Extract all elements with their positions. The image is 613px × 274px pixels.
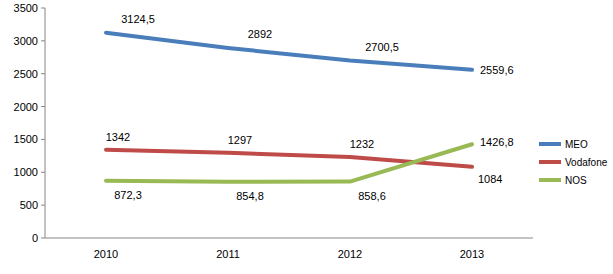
series-line [106,144,472,182]
legend-swatch [539,160,561,164]
data-label: 854,8 [236,190,264,202]
y-tick-label: 500 [20,199,38,211]
data-label: 2892 [248,28,272,40]
legend-label: NOS [565,175,587,186]
chart-svg: 0 500 1000 1500 2000 2500 3000 3500 2010 2011 2012… [0,0,613,274]
series-line [106,33,472,70]
y-tick [41,73,45,74]
data-label: 872,3 [114,189,142,201]
data-label: 1297 [228,134,252,146]
series-line [106,150,472,167]
y-tick [41,172,45,173]
y-tick [41,8,45,9]
legend-label: MEO [565,139,588,150]
y-tick-label: 2500 [14,68,38,80]
y-tick [41,106,45,107]
x-tick-label: 2012 [338,248,362,260]
data-label: 1342 [106,131,130,143]
data-label: 1426,8 [480,136,514,148]
y-tick [41,238,45,239]
x-tick-label: 2013 [460,248,484,260]
y-tick-label: 3000 [14,35,38,47]
legend-label: Vodafone [565,157,608,168]
y-tick [41,40,45,41]
x-axis-line [45,238,533,239]
data-label: 1232 [350,138,374,150]
y-tick-label: 3500 [14,2,38,14]
data-label: 858,6 [358,190,386,202]
legend-swatch [539,178,561,182]
data-label: 2559,6 [480,64,514,76]
x-tick-label: 2011 [216,248,240,260]
data-label: 1084 [478,173,502,185]
y-tick [41,139,45,140]
y-tick-label: 2000 [14,101,38,113]
y-tick-label: 1000 [14,166,38,178]
y-tick-label: 0 [32,232,38,244]
plot-area [106,33,472,182]
y-tick-label: 1500 [14,133,38,145]
legend-swatch [539,142,561,146]
data-label: 3124,5 [121,13,155,25]
data-label: 2700,5 [365,41,399,53]
chart-container: 0 500 1000 1500 2000 2500 3000 3500 2010 2011 2012… [0,0,613,274]
x-tick-label: 2010 [94,248,118,260]
y-tick [41,205,45,206]
y-axis-line [45,8,46,238]
